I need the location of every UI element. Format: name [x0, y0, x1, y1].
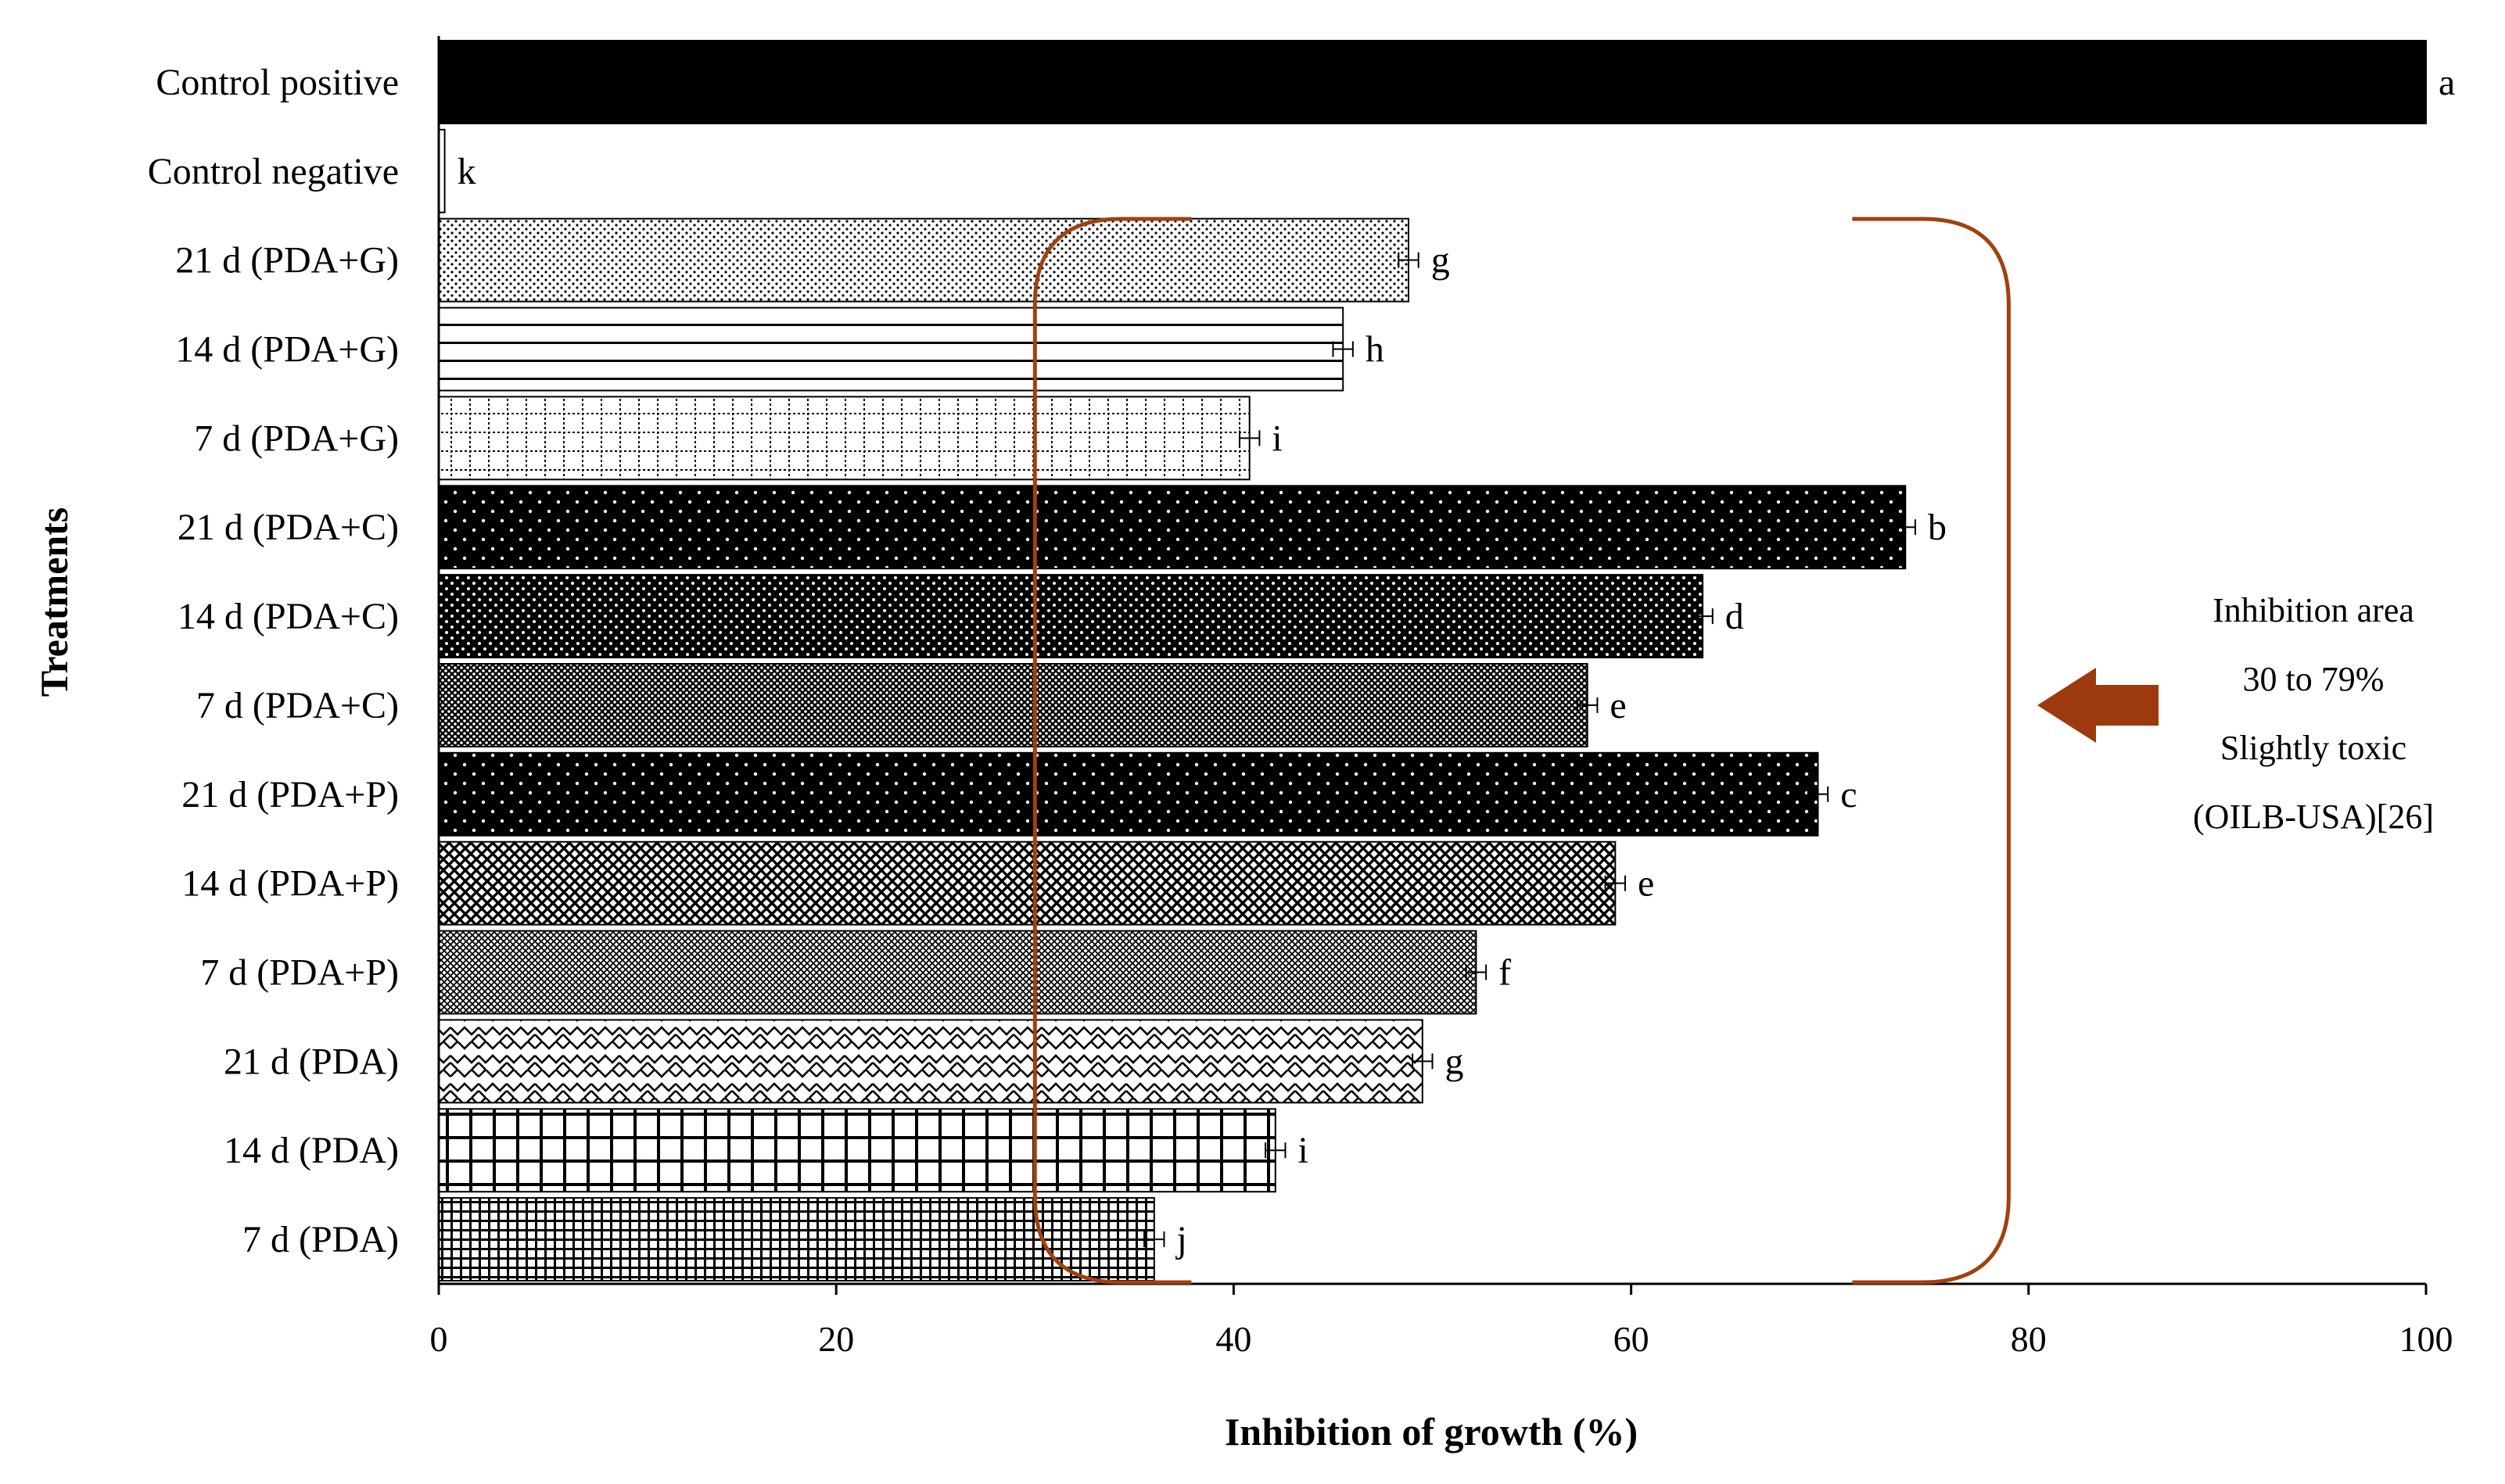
- y-axis-title: Treatments: [32, 507, 76, 697]
- category-label-7: 7 d (PDA+C): [196, 685, 399, 726]
- x-tick-label-0: 0: [430, 1319, 448, 1359]
- x-tick-label-3: 60: [1613, 1319, 1649, 1359]
- category-label-6: 14 d (PDA+C): [178, 596, 399, 637]
- significance-labels: a k g h i b d e c e f g i j: [458, 62, 2456, 1260]
- significance-letter-8: c: [1840, 774, 1857, 815]
- error-bars: [1143, 252, 1916, 1248]
- bar-4: [438, 396, 1251, 481]
- left-bracket: [1032, 217, 1192, 1285]
- category-label-9: 14 d (PDA+P): [181, 863, 399, 905]
- x-tick-label-2: 40: [1215, 1319, 1251, 1359]
- bar-13: [438, 1197, 1155, 1281]
- bar-10: [438, 930, 1477, 1015]
- significance-letter-2: g: [1431, 240, 1450, 281]
- bar-9: [438, 841, 1617, 926]
- x-tick-label-5: 100: [2399, 1319, 2453, 1359]
- bar-2: [438, 217, 1409, 303]
- bar-7: [438, 663, 1588, 747]
- category-label-8: 21 d (PDA+P): [181, 774, 399, 815]
- category-label-4: 7 d (PDA+G): [194, 418, 399, 459]
- inhibition-annotation: Inhibition area 30 to 79% Slightly toxic…: [2193, 591, 2434, 836]
- annotation-line-4: (OILB-USA)[26]: [2193, 798, 2434, 836]
- significance-letter-9: e: [1638, 863, 1654, 905]
- bar-3: [438, 306, 1344, 392]
- bar-12: [438, 1108, 1276, 1193]
- category-label-0: Control positive: [156, 62, 399, 103]
- bar-0: [438, 40, 2427, 124]
- annotation-line-1: Inhibition area: [2213, 591, 2414, 629]
- x-tick-label-1: 20: [818, 1319, 854, 1359]
- significance-letter-12: i: [1298, 1130, 1308, 1171]
- bar-8: [438, 751, 1819, 837]
- significance-letter-3: h: [1366, 329, 1384, 371]
- category-label-11: 21 d (PDA): [224, 1041, 399, 1082]
- x-tick-label-4: 80: [2011, 1319, 2047, 1359]
- right-bracket: [1852, 217, 2011, 1285]
- bar-6: [438, 574, 1704, 658]
- significance-letter-5: b: [1928, 507, 1947, 548]
- x-axis-title: Inhibition of growth (%): [1225, 1410, 1638, 1454]
- category-label-1: Control negative: [148, 151, 399, 192]
- significance-letter-6: d: [1725, 596, 1744, 637]
- significance-letter-1: k: [458, 151, 476, 192]
- significance-letter-13: j: [1175, 1219, 1187, 1260]
- bar-11: [438, 1019, 1423, 1104]
- annotation-line-3: Slightly toxic: [2220, 729, 2406, 767]
- left-arrow-icon: [2037, 668, 2159, 743]
- category-label-2: 21 d (PDA+G): [175, 240, 399, 281]
- x-tick-labels: 0 20 40 60 80 100: [430, 1319, 2453, 1359]
- significance-letter-11: g: [1445, 1041, 1464, 1082]
- significance-letter-4: i: [1272, 418, 1282, 459]
- category-label-13: 7 d (PDA): [242, 1219, 399, 1260]
- axes: [437, 36, 2428, 1295]
- category-label-10: 7 d (PDA+P): [200, 952, 399, 994]
- bar-5: [438, 485, 1907, 570]
- inhibition-region: [1032, 217, 2159, 1285]
- significance-letter-7: e: [1610, 685, 1626, 726]
- category-label-3: 14 d (PDA+G): [175, 329, 399, 371]
- bars: [438, 40, 2427, 1281]
- annotation-line-2: 30 to 79%: [2243, 660, 2385, 698]
- category-label-12: 14 d (PDA): [224, 1130, 399, 1171]
- category-labels: Control positive Control negative 21 d (PD…: [148, 62, 399, 1260]
- significance-letter-10: f: [1498, 952, 1511, 994]
- category-label-5: 21 d (PDA+C): [178, 507, 399, 548]
- significance-letter-0: a: [2439, 62, 2455, 103]
